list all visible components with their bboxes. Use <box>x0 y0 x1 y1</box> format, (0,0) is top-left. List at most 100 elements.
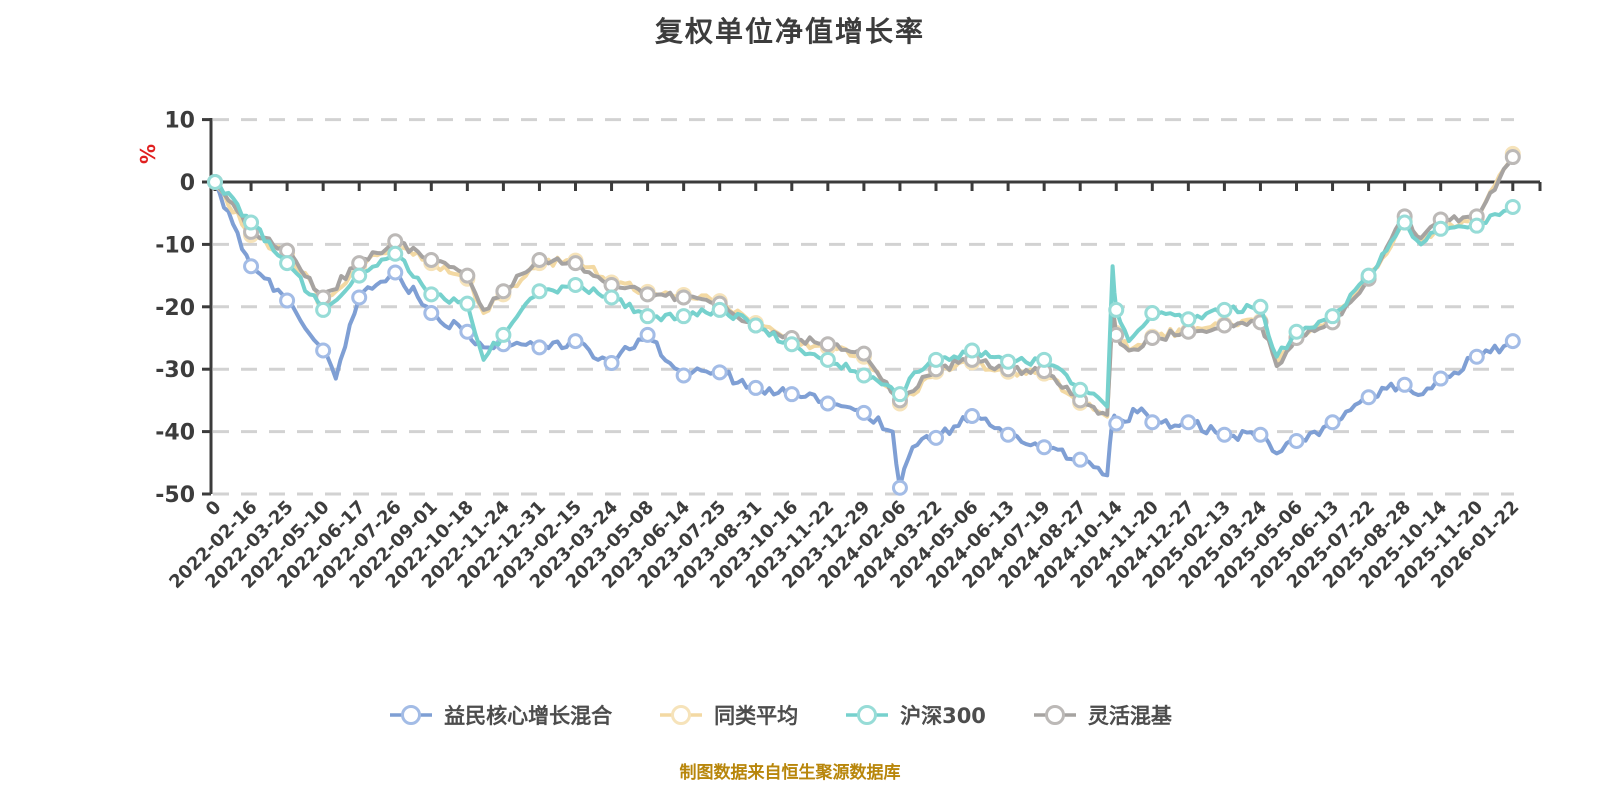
y-tick-label: -10 <box>155 233 195 258</box>
data-point-marker <box>1396 214 1413 231</box>
legend-marker-icon <box>390 705 433 725</box>
series-line <box>213 180 1515 490</box>
data-point-marker <box>819 351 836 368</box>
data-point-marker <box>1432 370 1449 387</box>
data-point-marker <box>639 308 656 325</box>
data-point-marker <box>1432 220 1449 237</box>
data-point-marker <box>1288 432 1305 449</box>
data-point-marker <box>1216 317 1233 334</box>
legend-label: 灵活混基 <box>1087 704 1172 728</box>
data-point-marker <box>459 295 476 312</box>
data-point-marker <box>1144 414 1161 431</box>
data-point-marker <box>783 386 800 403</box>
data-point-marker <box>1000 353 1017 370</box>
data-point-marker <box>1288 323 1305 340</box>
legend-marker-icon <box>660 705 703 725</box>
chart-canvas: 10 0 -10 -20 -30 -40 -5002022-02-162022-03-252… <box>155 109 1542 593</box>
data-point-marker <box>1360 267 1377 284</box>
data-point-marker <box>567 255 584 272</box>
y-axis-labels: 10 0 -10 -20 -30 -40 -50 <box>155 109 195 508</box>
legend-marker-icon <box>1033 705 1076 725</box>
data-point-marker <box>387 245 404 262</box>
legend-marker-icon <box>846 705 889 725</box>
data-point-marker <box>711 364 728 381</box>
data-point-marker <box>964 342 981 359</box>
data-point-marker <box>567 333 584 350</box>
data-point-marker <box>1216 301 1233 318</box>
data-point-marker <box>1180 414 1197 431</box>
data-point-marker <box>207 174 223 190</box>
data-point-marker <box>423 252 440 268</box>
data-point-marker <box>567 276 584 293</box>
data-point-marker <box>891 386 908 403</box>
data-point-marker <box>1216 426 1233 443</box>
data-point-marker <box>783 336 800 353</box>
data-point-marker <box>1000 426 1017 443</box>
y-tick-label: -30 <box>155 358 195 383</box>
data-point-marker <box>1468 348 1485 365</box>
legend-item-沪深300[interactable]: 沪深300 <box>844 700 986 730</box>
data-point-marker <box>639 286 656 303</box>
data-point-marker <box>1072 381 1089 398</box>
legend-label: 沪深300 <box>900 704 986 728</box>
y-tick-label: -40 <box>155 421 195 446</box>
x-axis-labels: 02022-02-162022-03-252022-05-102022-06-1… <box>165 497 1523 593</box>
data-point-marker <box>1504 198 1521 215</box>
data-point-marker <box>531 252 548 268</box>
y-tick-label: -20 <box>155 296 195 321</box>
data-point-marker <box>351 267 368 284</box>
data-point-marker <box>315 301 332 318</box>
y-tick-label: 0 <box>180 171 195 196</box>
data-point-marker <box>351 289 368 306</box>
legend-item-灵活混基[interactable]: 灵活混基 <box>1032 700 1172 730</box>
data-point-marker <box>1144 330 1161 346</box>
data-point-marker <box>675 367 692 384</box>
data-point-marker <box>1504 333 1521 350</box>
x-tick-label: 0 <box>202 497 226 521</box>
y-tick-label: -50 <box>155 483 195 508</box>
y-tick-label: 10 <box>164 109 195 134</box>
data-point-marker <box>423 286 440 303</box>
data-point-marker <box>531 283 548 300</box>
data-point-marker <box>1396 376 1413 393</box>
data-point-marker <box>964 408 981 424</box>
chart-title: 复权单位净值增长率 <box>654 15 925 48</box>
data-point-marker <box>243 258 260 275</box>
data-point-marker <box>639 326 656 343</box>
data-point-marker <box>819 395 836 412</box>
data-point-marker <box>1072 451 1089 468</box>
legend-item-同类平均[interactable]: 同类平均 <box>658 700 798 730</box>
data-point-marker <box>928 351 944 368</box>
data-point-marker <box>675 308 692 325</box>
data-point-marker <box>1504 149 1521 166</box>
data-point-marker <box>1036 351 1053 368</box>
data-point-marker <box>1036 439 1053 456</box>
data-point-marker <box>495 326 512 343</box>
data-point-marker <box>423 305 440 322</box>
data-point-marker <box>1180 311 1197 328</box>
series-沪深300 <box>207 174 1521 409</box>
data-point-marker <box>1324 414 1341 431</box>
data-point-marker <box>1252 298 1269 315</box>
data-point-marker <box>855 367 872 384</box>
data-point-marker <box>1252 426 1269 443</box>
data-point-marker <box>243 214 260 231</box>
data-point-marker <box>387 264 404 281</box>
legend-label: 同类平均 <box>714 704 799 728</box>
data-point-marker <box>531 339 548 356</box>
legend-label: 益民核心增长混合 <box>444 704 613 728</box>
data-point-marker <box>1360 389 1377 406</box>
data-point-marker <box>1468 217 1485 234</box>
chart-legend: 益民核心增长混合 同类平均 沪深300 灵活混基 <box>0 700 1560 730</box>
data-point-marker <box>711 301 728 318</box>
data-point-marker <box>1144 305 1161 322</box>
series-益民核心增长混合 <box>207 174 1521 496</box>
data-point-marker <box>315 342 332 359</box>
data-point-marker <box>603 289 620 306</box>
data-point-marker <box>747 379 764 396</box>
data-point-marker <box>819 336 836 353</box>
data-point-marker <box>603 354 620 371</box>
gridlines <box>213 118 1514 496</box>
legend-item-益民核心增长混合[interactable]: 益民核心增长混合 <box>388 700 612 730</box>
